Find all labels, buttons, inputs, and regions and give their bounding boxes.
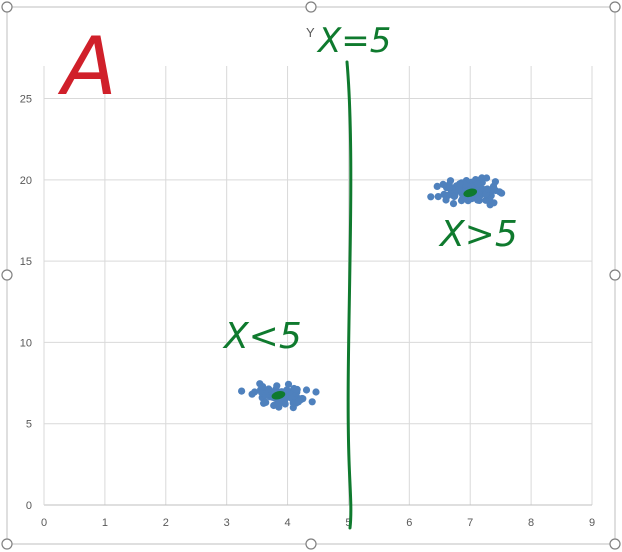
resize-handle[interactable] (609, 538, 621, 550)
data-point (456, 180, 464, 188)
x-tick-label: 5 (345, 517, 351, 529)
resize-handle[interactable] (1, 538, 13, 550)
data-point (483, 174, 491, 182)
divider-line (345, 60, 353, 530)
data-point (442, 196, 450, 204)
resize-handle[interactable] (305, 1, 317, 13)
x-axis-ticks: 0 1 2 3 4 5 6 7 8 9 (41, 517, 595, 529)
data-point (491, 178, 499, 186)
resize-handle[interactable] (305, 538, 317, 550)
data-point (449, 200, 458, 208)
x-tick-label: 3 (224, 517, 230, 529)
y-axis-ticks: 0 5 10 15 20 25 (20, 94, 32, 512)
data-point (483, 185, 491, 193)
data-point (308, 398, 316, 406)
x-tick-label: 0 (41, 517, 47, 529)
x-tick-label: 6 (406, 517, 412, 529)
data-point (273, 382, 281, 390)
data-point (312, 388, 320, 396)
x-tick-label: 2 (163, 517, 169, 529)
x-tick-label: 8 (528, 517, 534, 529)
data-point (446, 183, 454, 191)
data-point (446, 177, 455, 185)
data-point (248, 390, 256, 398)
x-tick-label: 9 (589, 517, 595, 529)
data-point (427, 193, 435, 201)
data-point (433, 182, 441, 190)
x-tick-label: 7 (467, 517, 473, 529)
data-point (275, 399, 283, 407)
y-tick-label: 10 (20, 337, 32, 349)
data-point (434, 193, 442, 201)
y-tick-label: 5 (26, 419, 32, 431)
data-point (281, 400, 289, 408)
y-tick-label: 25 (20, 94, 32, 106)
x-tick-label: 1 (102, 517, 108, 529)
y-tick-label: 20 (20, 175, 32, 187)
y-tick-label: 15 (20, 256, 32, 268)
resize-handle[interactable] (1, 269, 13, 281)
corner-letter: A (57, 20, 117, 113)
handwritten-annotations: X=5 X<5 X>5 A (57, 20, 518, 530)
x-tick-label: 4 (284, 517, 290, 529)
data-point (270, 401, 278, 410)
data-point (455, 185, 463, 193)
divider-label: X=5 (316, 21, 391, 61)
data-point (496, 188, 504, 196)
y-tick-label: 0 (26, 500, 32, 512)
centroid-mark (463, 188, 478, 198)
data-point (293, 385, 301, 394)
data-point (262, 398, 270, 406)
data-point (259, 383, 267, 391)
centroid-mark (271, 390, 286, 400)
y-axis-title: Y (306, 25, 315, 40)
data-point (302, 386, 311, 394)
data-point (474, 180, 482, 188)
chart-border (6, 6, 616, 545)
cluster-centroids (271, 188, 478, 400)
data-point (294, 398, 303, 406)
data-point (439, 180, 447, 188)
right-cluster-label: X>5 (438, 214, 518, 255)
data-point (265, 385, 273, 393)
resize-handle[interactable] (609, 1, 621, 13)
data-point (284, 380, 293, 388)
resize-handle[interactable] (609, 269, 621, 281)
data-point (474, 194, 482, 202)
data-point (458, 195, 467, 203)
data-point (490, 199, 498, 207)
data-point (238, 387, 246, 395)
left-cluster-label: X<5 (222, 316, 302, 357)
resize-handle[interactable] (1, 1, 13, 13)
gridlines (43, 66, 593, 506)
